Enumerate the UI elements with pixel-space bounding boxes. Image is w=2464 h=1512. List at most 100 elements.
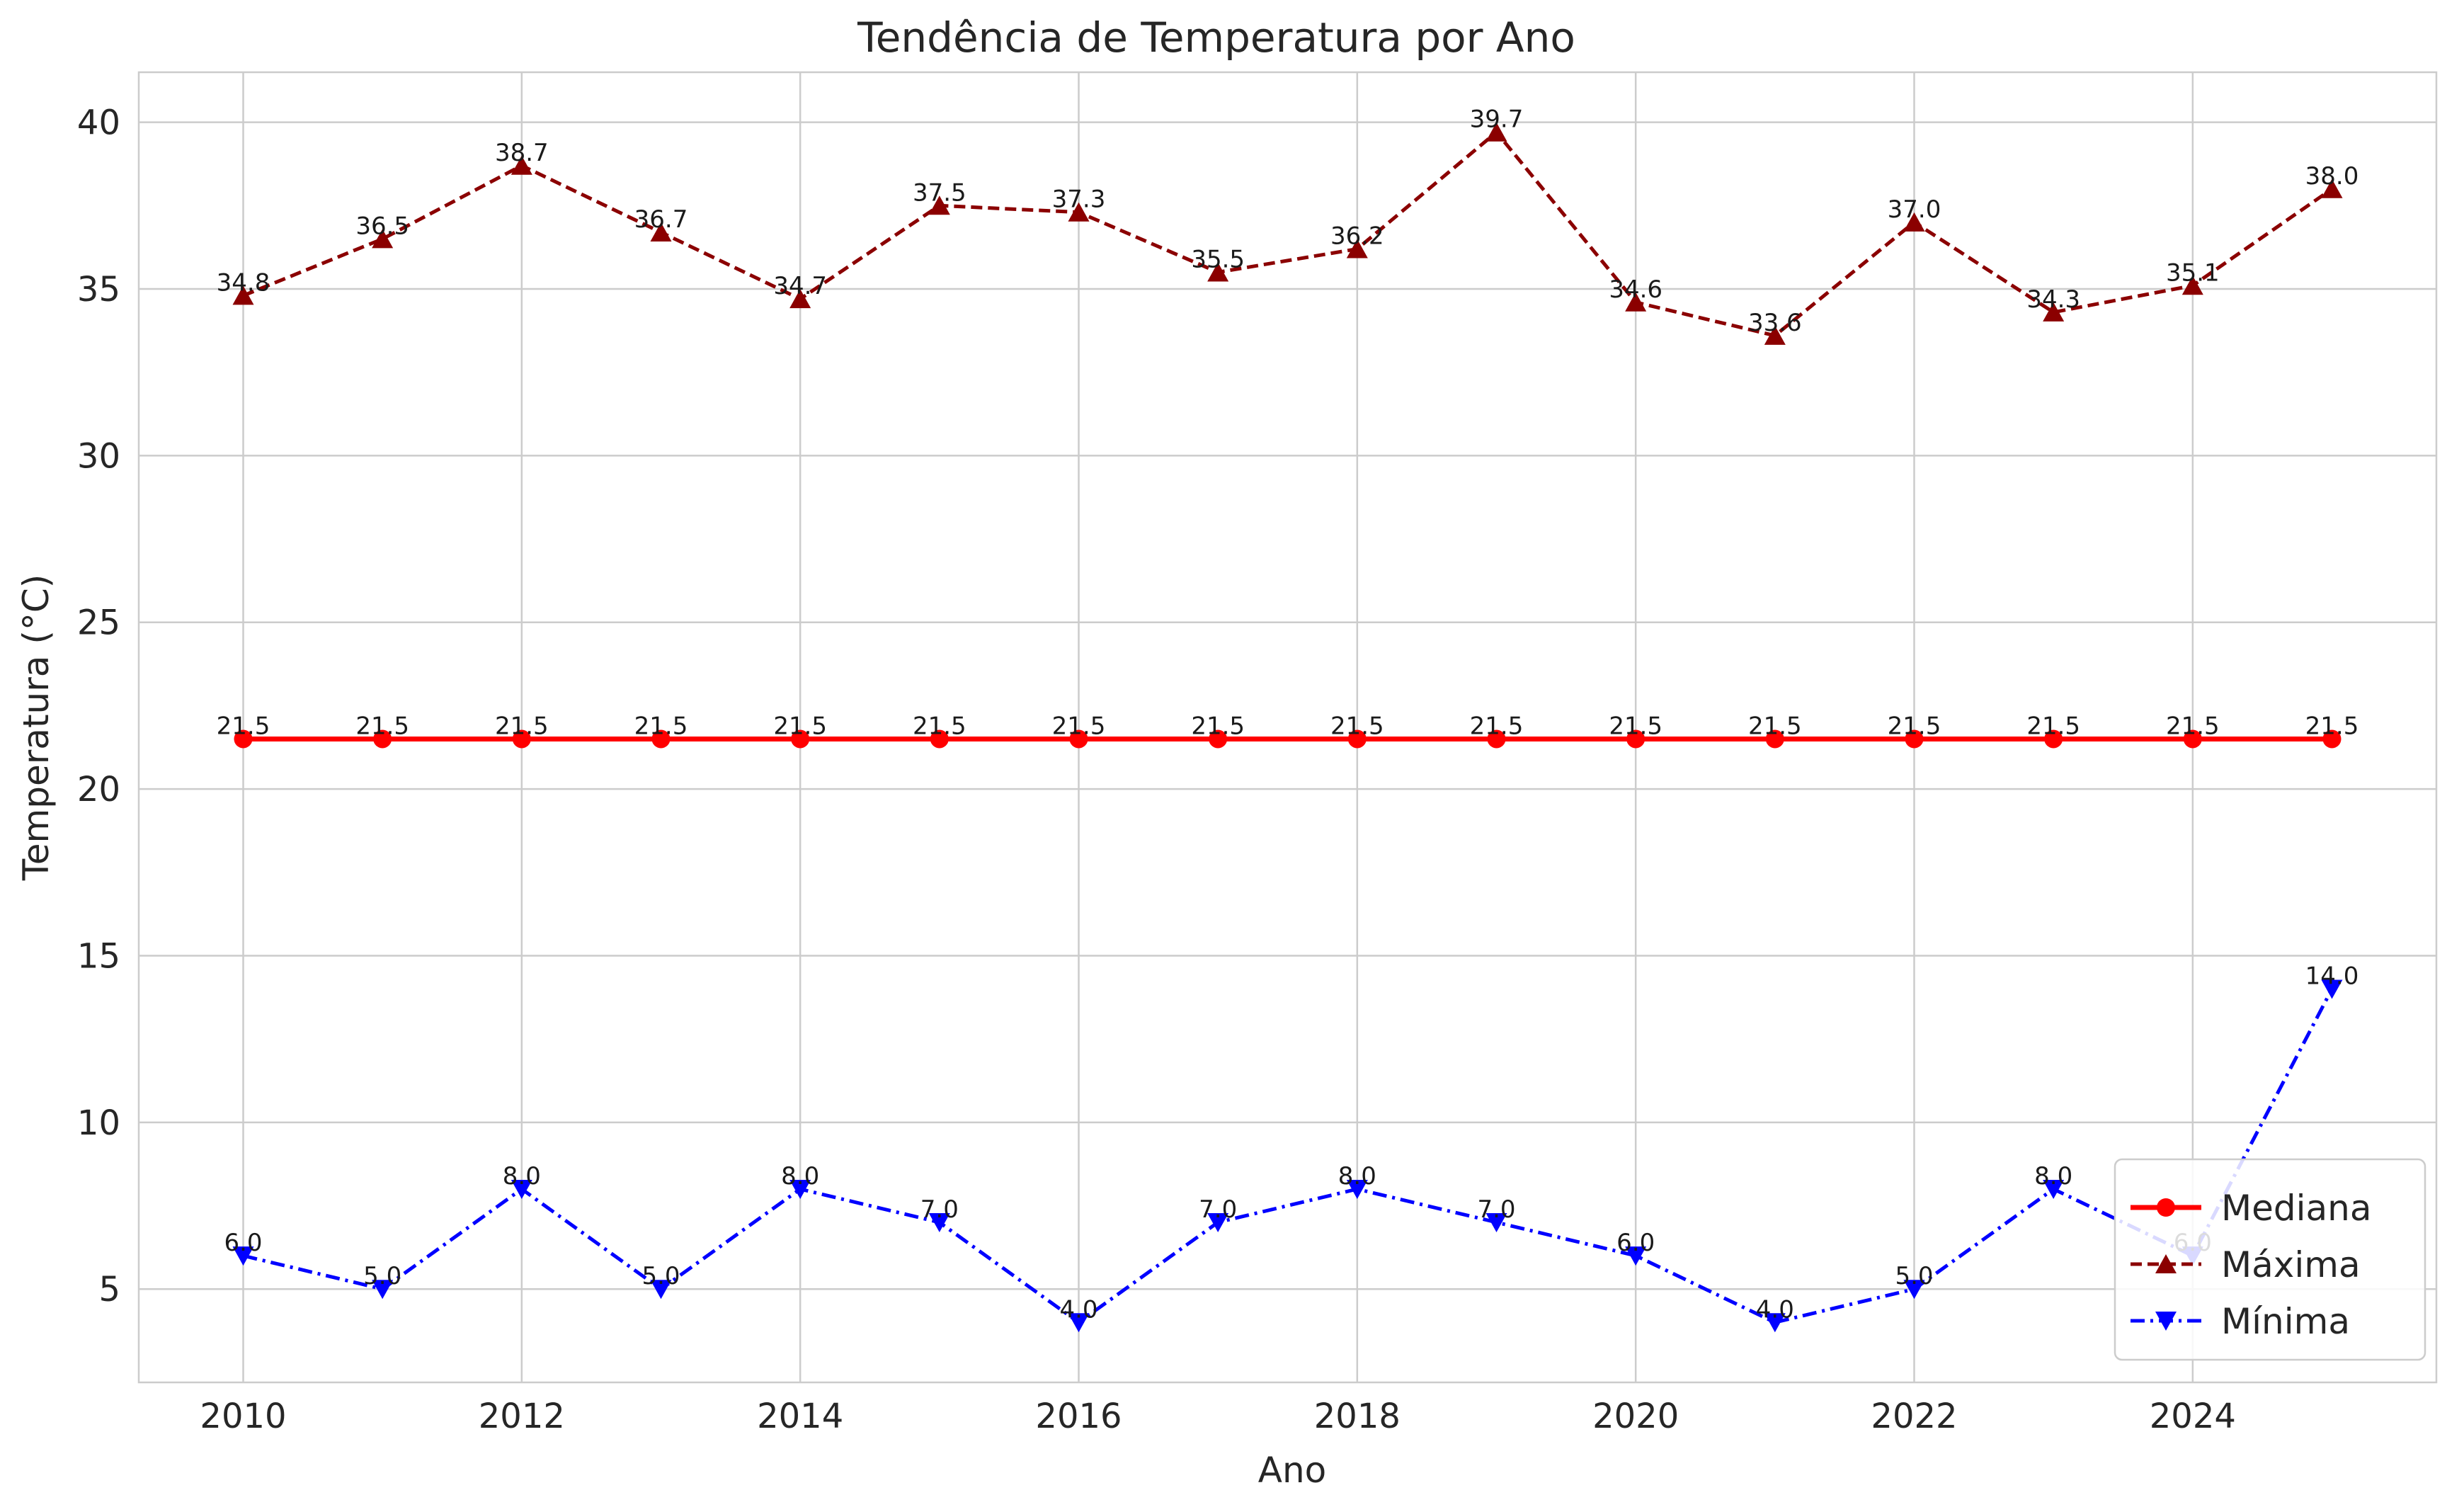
data-label: 8.0 [781, 1162, 819, 1190]
data-label: 7.0 [1477, 1195, 1515, 1224]
data-point [2043, 1179, 2065, 1199]
data-point [1625, 292, 1647, 312]
y-tick-label: 5 [98, 1270, 120, 1309]
data-label: 8.0 [1338, 1162, 1376, 1190]
data-label: 4.0 [1756, 1295, 1794, 1324]
x-tick-label: 2014 [757, 1397, 843, 1436]
grid-lines [139, 72, 2436, 1382]
series-line [242, 130, 2333, 338]
data-label: 21.5 [913, 712, 966, 740]
y-axis-ticks: 5 10 15 20 25 30 35 40 [77, 103, 120, 1310]
plot-frame [137, 71, 2438, 1384]
series-máxima [232, 122, 2343, 345]
data-label: 37.3 [1052, 186, 1106, 214]
data-label: 38.7 [495, 139, 549, 167]
series-layer [232, 122, 2343, 1333]
data-label: 21.5 [2026, 712, 2080, 740]
data-label: 34.3 [2026, 285, 2080, 314]
data-point [512, 729, 531, 749]
data-label: 21.5 [1609, 712, 1662, 740]
data-point [511, 1179, 532, 1199]
chart-title: Tendência de Temperatura por Ano [857, 13, 1575, 62]
x-tick-label: 2020 [1592, 1397, 1679, 1436]
data-label: 37.0 [1888, 195, 1941, 224]
series-mediana [234, 729, 2342, 749]
data-point [2321, 979, 2343, 999]
data-label: 21.5 [355, 712, 409, 740]
legend-label: Mínima [2221, 1301, 2350, 1342]
data-label: 34.6 [1609, 275, 1662, 304]
data-point [372, 1280, 394, 1300]
data-point [928, 195, 950, 215]
plot-area: 2010 2012 2014 2016 2018 2020 2022 2024 5 10 15 20… [77, 71, 2438, 1436]
data-label: 36.2 [1330, 222, 1384, 250]
data-label: 5.0 [641, 1262, 680, 1290]
y-tick-label: 30 [77, 436, 120, 476]
data-label: 39.7 [1470, 106, 1524, 134]
data-point [1764, 325, 1786, 345]
data-point [1346, 1179, 1368, 1199]
x-axis-ticks: 2010 2012 2014 2016 2018 2020 2022 2024 [200, 1397, 2235, 1436]
data-point [2044, 729, 2063, 749]
legend-label: Mediana [2221, 1188, 2372, 1229]
data-label: 14.0 [2305, 962, 2359, 991]
data-label: 5.0 [363, 1262, 401, 1290]
data-point [1346, 239, 1368, 258]
legend-marker [2157, 1198, 2175, 1217]
data-point [1487, 729, 1506, 749]
data-point [1485, 122, 1507, 142]
data-point [650, 1280, 672, 1300]
data-label: 38.0 [2305, 162, 2359, 191]
series-mínima [232, 979, 2343, 1333]
data-label: 33.6 [1748, 309, 1802, 337]
data-point [1626, 729, 1645, 749]
data-label: 21.5 [2166, 712, 2220, 740]
data-point [1485, 1213, 1507, 1233]
data-point [930, 729, 949, 749]
data-label: 21.5 [1052, 712, 1106, 740]
data-label: 8.0 [2034, 1162, 2072, 1190]
data-point [1903, 212, 1925, 232]
y-tick-label: 35 [77, 270, 120, 309]
data-point [651, 729, 671, 749]
data-point [1765, 729, 1784, 749]
data-label: 35.1 [2166, 258, 2220, 287]
x-tick-label: 2016 [1035, 1397, 1122, 1436]
data-point [234, 729, 253, 749]
data-label: 34.7 [773, 272, 827, 300]
data-point [1069, 729, 1088, 749]
data-point [650, 222, 672, 241]
x-tick-label: 2024 [2150, 1397, 2236, 1436]
x-tick-label: 2010 [200, 1397, 286, 1436]
data-point [1764, 1313, 1786, 1333]
data-point [232, 1246, 254, 1266]
data-labels: 21.5 21.5 21.5 21.5 21.5 21.5 21.5 21.5 21.5 21.5… [217, 106, 2359, 1324]
y-tick-label: 25 [77, 603, 120, 643]
data-point [2322, 729, 2342, 749]
data-point [789, 1179, 811, 1199]
data-label: 21.5 [1330, 712, 1384, 740]
data-label: 21.5 [1748, 712, 1802, 740]
data-label: 8.0 [503, 1162, 541, 1190]
legend-label: Máxima [2221, 1244, 2361, 1285]
data-label: 21.5 [634, 712, 688, 740]
data-point [2043, 302, 2065, 322]
y-tick-label: 10 [77, 1103, 120, 1143]
x-tick-label: 2018 [1314, 1397, 1401, 1436]
legend-marker [2155, 1312, 2177, 1331]
data-point [928, 1213, 950, 1233]
data-point [791, 729, 810, 749]
data-point [1347, 729, 1367, 749]
x-axis-label: Ano [1258, 1450, 1326, 1491]
x-tick-label: 2012 [479, 1397, 565, 1436]
data-point [2321, 178, 2343, 198]
data-point [789, 289, 811, 309]
legend-item: Mínima [2131, 1301, 2350, 1342]
data-point [1068, 1313, 1090, 1333]
data-point [372, 229, 394, 249]
data-label: 21.5 [1191, 712, 1245, 740]
data-label: 21.5 [1888, 712, 1941, 740]
data-point [2183, 729, 2202, 749]
data-point [1903, 1280, 1925, 1300]
